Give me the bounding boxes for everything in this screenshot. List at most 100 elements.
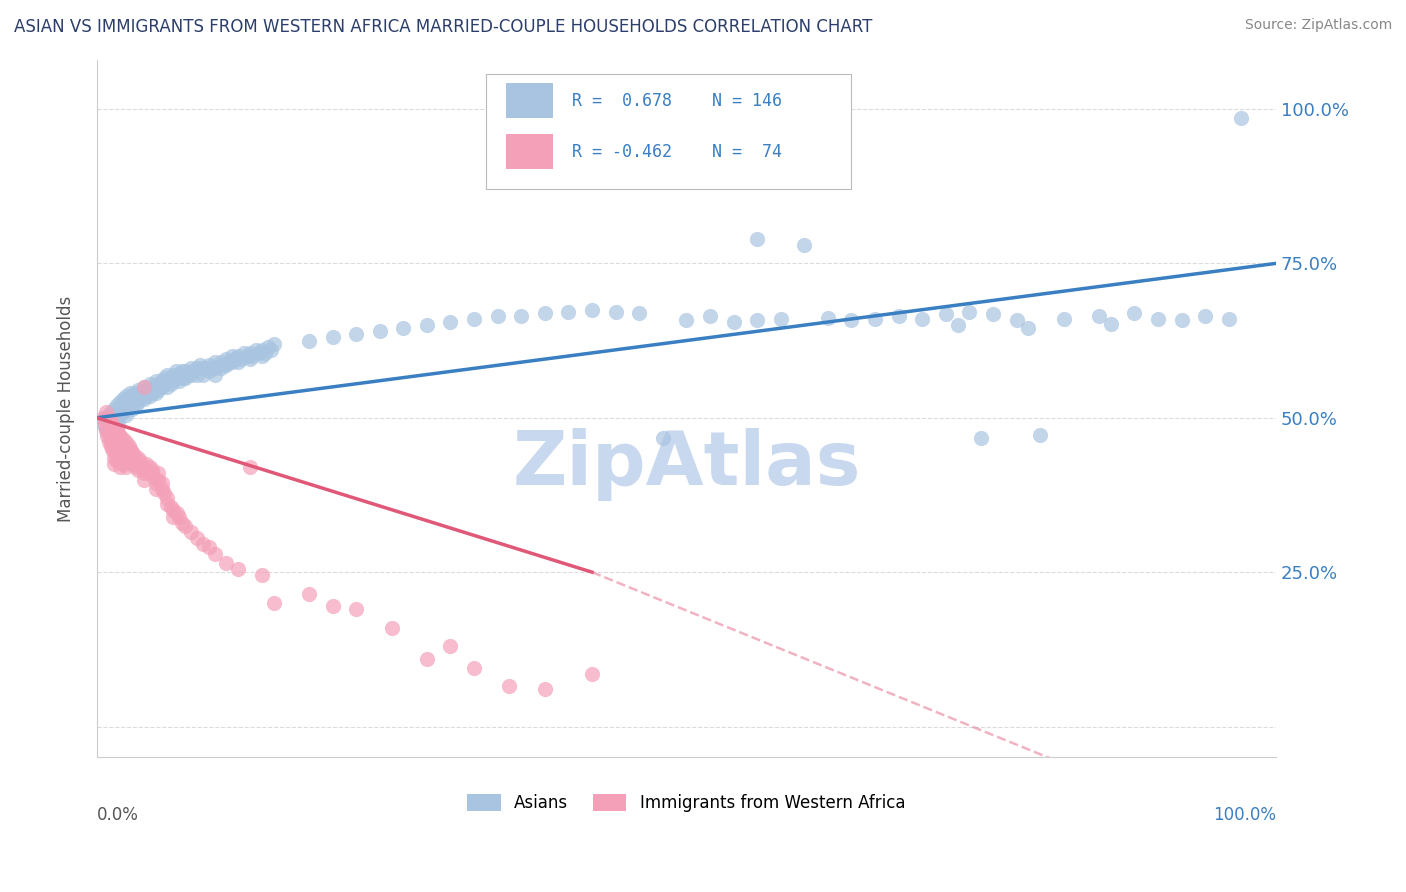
Point (167, 368, 190, 382)
Point (226, 355, 249, 369)
Legend: Asians, Immigrants from Western Africa: Asians, Immigrants from Western Africa (461, 788, 912, 819)
Point (174, 364, 197, 378)
Point (215, 556, 238, 570)
Point (180, 524, 202, 539)
Point (498, 679, 520, 693)
Point (167, 374, 190, 388)
Point (101, 429, 124, 443)
Point (209, 355, 232, 369)
Point (103, 408, 125, 422)
Point (250, 349, 273, 363)
Point (186, 531, 208, 545)
Point (111, 404, 134, 418)
Point (141, 386, 163, 401)
Point (170, 364, 193, 378)
Point (250, 568, 273, 582)
Point (101, 417, 124, 431)
Point (105, 404, 128, 418)
Point (145, 482, 167, 496)
Point (970, 430, 993, 444)
Point (97, 408, 120, 422)
Point (841, 313, 863, 327)
Point (121, 444, 143, 458)
Point (212, 358, 235, 372)
Point (132, 380, 155, 394)
Point (935, 307, 957, 321)
Point (103, 444, 125, 458)
Point (115, 454, 138, 468)
Text: ZipAtlas: ZipAtlas (512, 428, 860, 500)
Point (236, 349, 259, 363)
Point (204, 368, 226, 382)
Point (118, 448, 141, 462)
Point (115, 442, 138, 456)
Point (581, 302, 603, 317)
Point (162, 509, 184, 524)
Point (1017, 321, 1039, 335)
Point (101, 435, 124, 450)
Point (94, 410, 117, 425)
Point (100, 404, 122, 418)
Point (322, 599, 344, 613)
Point (249, 346, 271, 360)
Point (209, 361, 232, 376)
Point (103, 401, 125, 416)
Point (226, 349, 249, 363)
Point (97, 435, 120, 450)
Point (162, 503, 184, 517)
Point (121, 401, 143, 416)
Point (129, 454, 152, 468)
Point (127, 395, 149, 409)
Point (146, 376, 169, 391)
Point (100, 433, 122, 447)
Point (150, 482, 173, 496)
Point (146, 383, 169, 397)
Point (1147, 312, 1170, 326)
Point (233, 346, 256, 360)
Text: R = -0.462    N =  74: R = -0.462 N = 74 (572, 143, 782, 161)
Point (103, 420, 125, 434)
Point (162, 374, 184, 388)
Point (103, 450, 125, 465)
Point (121, 457, 143, 471)
Point (256, 340, 278, 354)
Point (127, 457, 149, 471)
Point (793, 238, 815, 252)
Point (111, 444, 134, 458)
Point (167, 509, 190, 524)
Point (153, 376, 176, 391)
Point (150, 380, 173, 394)
Point (745, 232, 768, 246)
Point (153, 370, 176, 384)
Point (160, 500, 183, 515)
Point (153, 486, 176, 500)
Point (117, 450, 139, 465)
Point (723, 315, 745, 329)
Point (1005, 313, 1028, 327)
Point (263, 596, 285, 610)
Point (197, 541, 219, 555)
Point (121, 450, 143, 465)
Point (111, 398, 134, 412)
Point (111, 450, 134, 465)
Point (239, 460, 262, 475)
Point (1088, 309, 1111, 323)
Point (129, 392, 152, 407)
Point (132, 392, 155, 407)
Point (194, 361, 217, 376)
Point (141, 463, 163, 477)
Point (183, 364, 205, 378)
Point (204, 361, 226, 376)
Point (191, 537, 214, 551)
Point (887, 309, 910, 323)
Point (322, 330, 344, 344)
Point (176, 368, 198, 382)
Text: Source: ZipAtlas.com: Source: ZipAtlas.com (1244, 18, 1392, 32)
Point (581, 667, 603, 681)
Point (115, 389, 138, 403)
Point (1123, 306, 1146, 320)
Point (139, 383, 162, 397)
Point (107, 444, 129, 458)
Point (129, 386, 152, 401)
Point (124, 398, 146, 412)
